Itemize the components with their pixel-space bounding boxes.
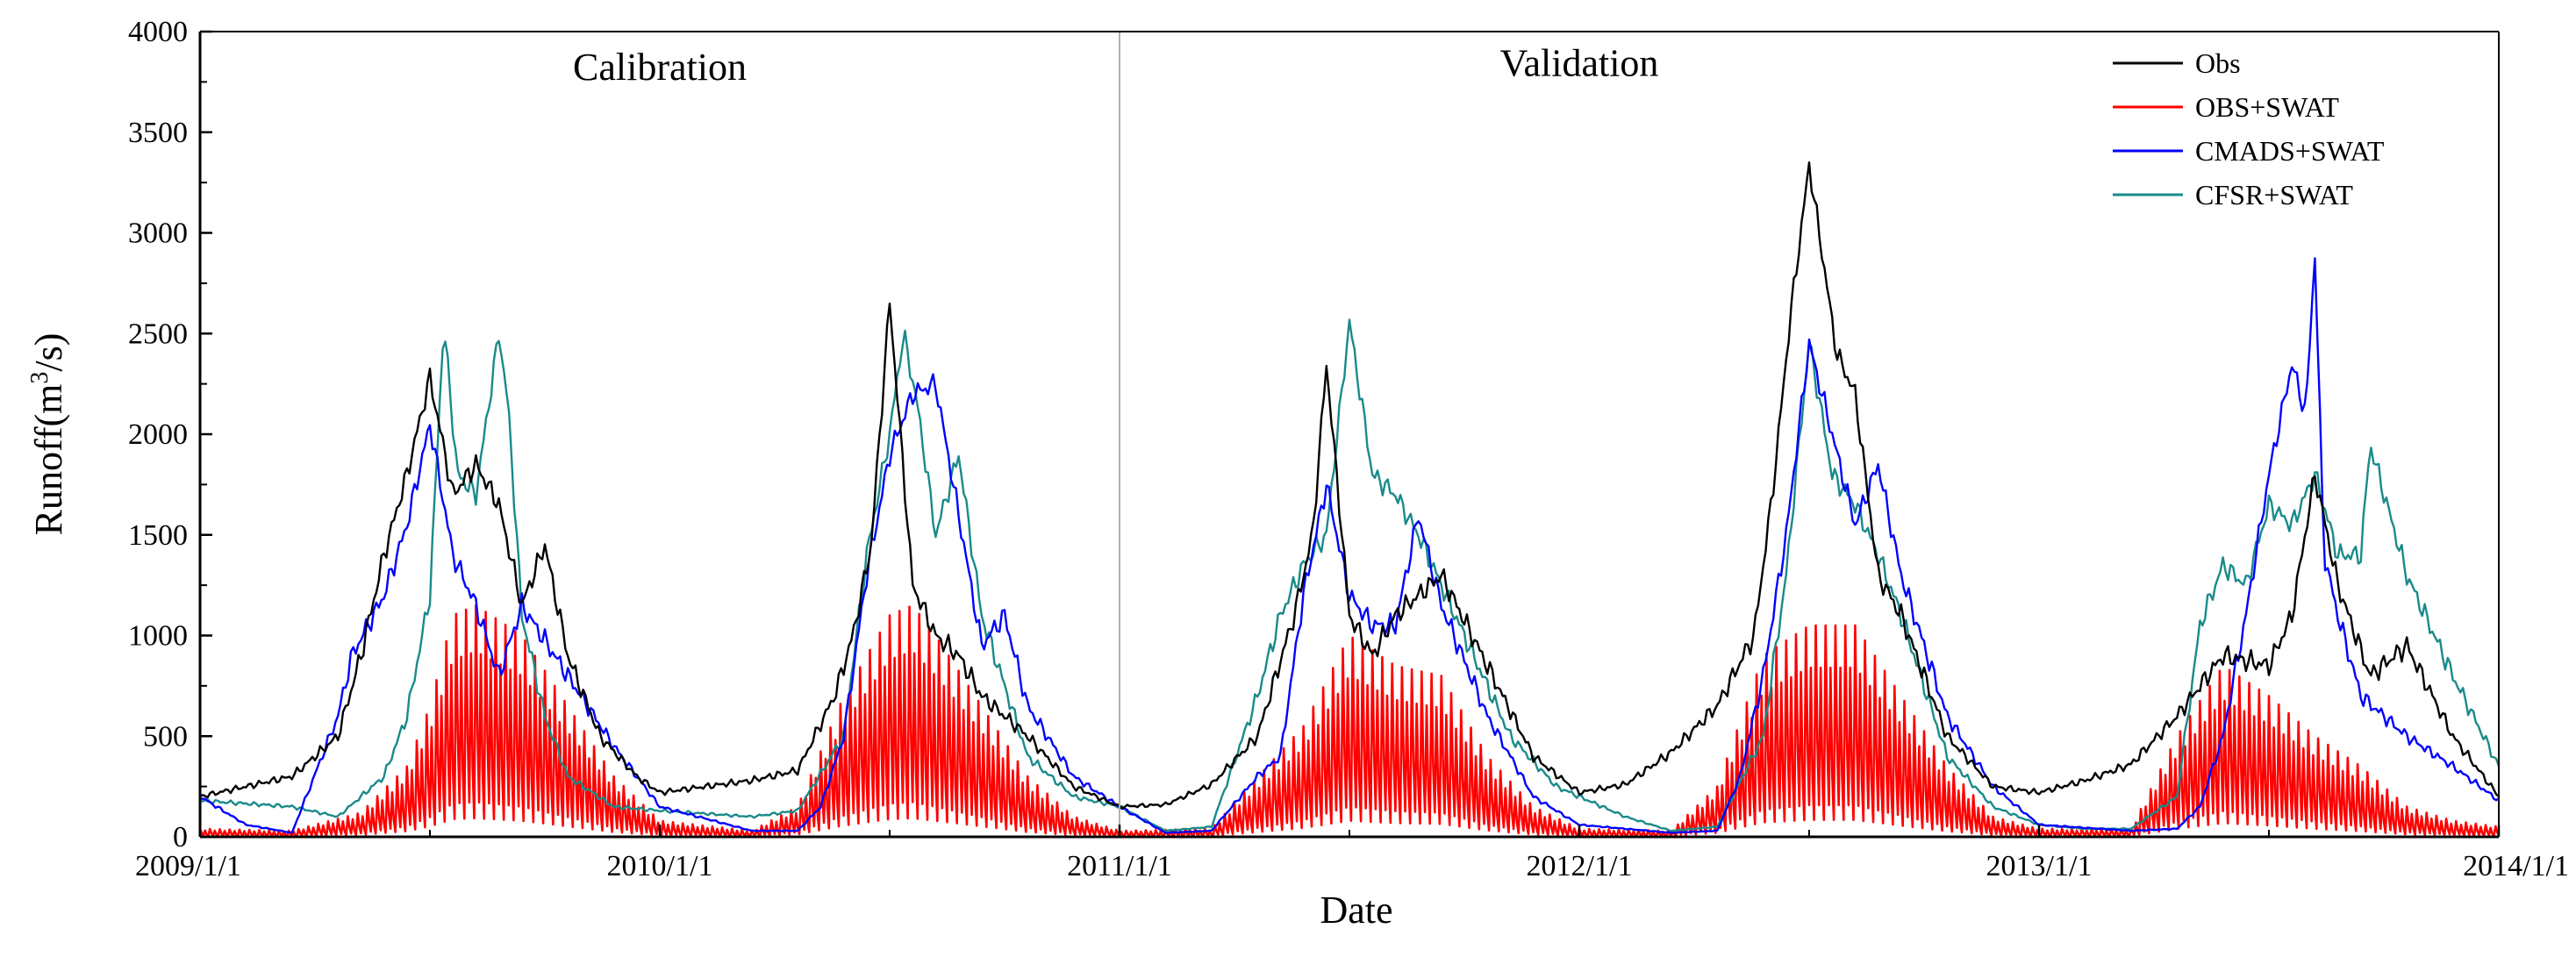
x-tick-label: 2012/1/1 (1527, 850, 1633, 882)
legend-label: CMADS+SWAT (2195, 135, 2385, 167)
y-axis-label-suffix: /s) (27, 333, 70, 372)
series-line-obs (199, 161, 2500, 810)
y-tick-label: 1500 (128, 519, 188, 552)
y-tick-label: 3000 (128, 218, 188, 250)
y-tick-label: 0 (173, 821, 188, 853)
x-tick-label: 2011/1/1 (1067, 850, 1172, 882)
y-tick-label: 4000 (128, 16, 188, 48)
y-tick-label: 2500 (128, 318, 188, 350)
x-tick-label: 2014/1/1 (2463, 850, 2569, 882)
x-tick-label: 2013/1/1 (1986, 850, 2093, 882)
legend: Obs OBS+SWAT CMADS+SWAT CFSR+SWAT (2113, 47, 2385, 211)
y-axis-label: Runoff(m3/s) (26, 333, 70, 536)
x-tick-label: 2010/1/1 (607, 850, 713, 882)
plot-axes-group (198, 30, 2501, 839)
y-axis-label-superscript: 3 (26, 372, 54, 384)
x-axis-label: Date (1320, 889, 1392, 932)
annotation-calibration: Calibration (573, 46, 747, 89)
y-tick-label: 500 (143, 720, 188, 753)
y-axis-label-prefix: Runoff(m (27, 384, 70, 536)
plot-series-group (198, 161, 2501, 838)
y-tick-label: 2000 (128, 418, 188, 451)
plot-text-group: 0 500 1000 1500 2000 2500 3000 3500 4000 2009/1/1… (26, 16, 2569, 932)
legend-label: CFSR+SWAT (2195, 179, 2353, 211)
y-tick-label: 3500 (128, 117, 188, 149)
series-line-obs-swat (198, 603, 2501, 838)
y-tick-label: 1000 (128, 620, 188, 653)
x-tick-label: 2009/1/1 (135, 850, 241, 882)
annotation-validation: Validation (1500, 41, 1659, 84)
series-line-cfsr-swat (199, 318, 2501, 832)
legend-label: OBS+SWAT (2195, 91, 2339, 123)
legend-label: Obs (2195, 47, 2241, 79)
